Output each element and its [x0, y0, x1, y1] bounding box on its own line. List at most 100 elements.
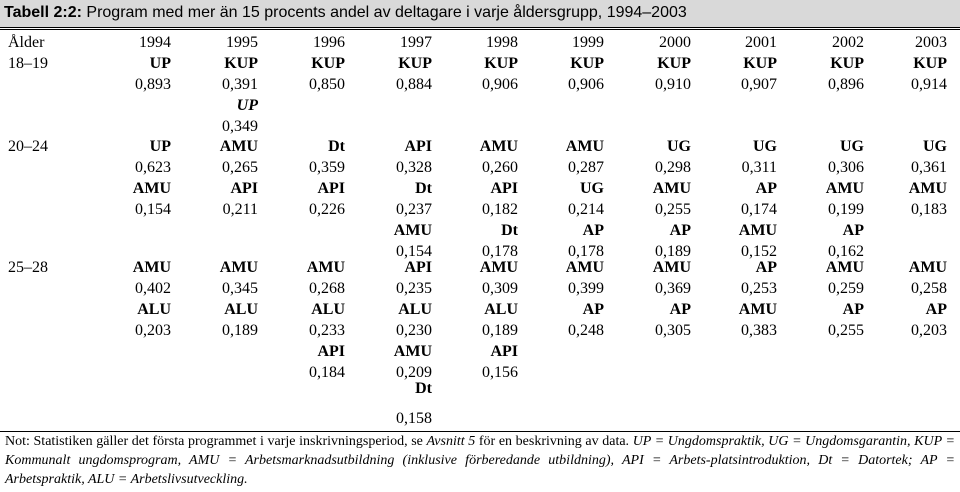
program-share: 0,226	[309, 201, 345, 218]
program-share: 0,183	[911, 201, 947, 218]
program-share: 0,203	[911, 322, 947, 339]
program-share: 0,311	[741, 159, 777, 176]
year-header-1998: 1998	[486, 34, 518, 51]
age-column-header: Ålder	[8, 34, 45, 51]
program-code: AMU	[908, 180, 947, 197]
program-share: 0,214	[568, 201, 604, 218]
program-share: 0,893	[135, 76, 171, 93]
note-ref: Avsnitt 5	[426, 434, 476, 449]
program-share: 0,623	[135, 159, 171, 176]
program-code: AMU	[825, 180, 864, 197]
program-share: 0,248	[568, 322, 604, 339]
program-share: 0,369	[655, 280, 691, 297]
program-code: AP	[582, 222, 604, 239]
program-code: Dt	[501, 222, 518, 239]
program-code: API	[317, 180, 345, 197]
program-code: AMU	[393, 343, 432, 360]
program-share: 0,152	[741, 243, 777, 260]
program-code: API	[490, 180, 518, 197]
program-code: AMU	[738, 301, 777, 318]
age-group-label: 25–28	[8, 259, 48, 276]
program-code: KUP	[311, 55, 345, 72]
program-share: 0,199	[828, 201, 864, 218]
program-share: 0,233	[309, 322, 345, 339]
program-code: AMU	[825, 259, 864, 276]
program-share: 0,910	[655, 76, 691, 93]
program-share: 0,154	[135, 201, 171, 218]
year-header-2003: 2003	[915, 34, 947, 51]
program-code: AMU	[652, 259, 691, 276]
program-code: AP	[842, 301, 864, 318]
program-share: 0,230	[396, 322, 432, 339]
program-code: AP	[755, 180, 777, 197]
program-code: AP	[669, 301, 691, 318]
program-share: 0,906	[482, 76, 518, 93]
program-share: 0,189	[222, 322, 258, 339]
program-code: KUP	[743, 55, 777, 72]
program-share: 0,884	[396, 76, 432, 93]
program-code: Dt	[415, 180, 432, 197]
program-code: UG	[753, 138, 777, 155]
program-share: 0,402	[135, 280, 171, 297]
note-lead: Not: Statistiken gäller det första progr…	[5, 434, 427, 449]
program-code: AP	[582, 301, 604, 318]
program-share: 0,306	[828, 159, 864, 176]
program-code: AMU	[132, 259, 171, 276]
table-note: Not: Statistiken gäller det första progr…	[5, 432, 955, 489]
top-rule	[0, 29, 960, 30]
program-share: 0,184	[309, 364, 345, 381]
age-group-label: 18–19	[8, 55, 48, 72]
program-code: API	[404, 259, 432, 276]
note-definitions: UP = Ungdomspraktik, UG = Ungdomsgaranti…	[5, 434, 955, 487]
program-code: AMU	[565, 138, 604, 155]
program-code: AMU	[479, 259, 518, 276]
program-share: 0,235	[396, 280, 432, 297]
program-code: Dt	[328, 138, 345, 155]
program-code: AMU	[219, 138, 258, 155]
program-share: 0,399	[568, 280, 604, 297]
year-header-1995: 1995	[226, 34, 258, 51]
program-share: 0,906	[568, 76, 604, 93]
program-share: 0,178	[568, 243, 604, 260]
program-share: 0,359	[309, 159, 345, 176]
program-share: 0,361	[911, 159, 947, 176]
note-mid: för en beskrivning av data.	[475, 434, 633, 449]
program-share: 0,156	[482, 364, 518, 381]
program-code: AP	[842, 222, 864, 239]
program-code: AMU	[306, 259, 345, 276]
program-code: AMU	[652, 180, 691, 197]
program-share: 0,154	[396, 243, 432, 260]
program-share: 0,237	[396, 201, 432, 218]
program-share: 0,255	[655, 201, 691, 218]
program-share: 0,349	[222, 118, 258, 135]
program-code: KUP	[913, 55, 947, 72]
program-code: KUP	[484, 55, 518, 72]
program-code: UP	[236, 97, 258, 114]
program-share: 0,850	[309, 76, 345, 93]
program-share: 0,259	[828, 280, 864, 297]
program-code: AMU	[132, 180, 171, 197]
program-code: AMU	[219, 259, 258, 276]
program-share: 0,305	[655, 322, 691, 339]
program-code: UP	[149, 55, 171, 72]
program-share: 0,345	[222, 280, 258, 297]
program-share: 0,914	[911, 76, 947, 93]
program-share: 0,287	[568, 159, 604, 176]
program-code: API	[404, 138, 432, 155]
program-code: ALU	[398, 301, 432, 318]
table-number: Tabell 2:2:	[4, 4, 82, 21]
program-share: 0,174	[741, 201, 777, 218]
age-group-label: 20–24	[8, 138, 48, 155]
year-header-1994: 1994	[139, 34, 171, 51]
program-code: ALU	[484, 301, 518, 318]
program-code: API	[230, 180, 258, 197]
program-code: KUP	[224, 55, 258, 72]
program-code: ALU	[224, 301, 258, 318]
program-code: KUP	[398, 55, 432, 72]
program-share: 0,391	[222, 76, 258, 93]
year-header-2001: 2001	[745, 34, 777, 51]
program-code: AMU	[908, 259, 947, 276]
program-code: UG	[840, 138, 864, 155]
program-share: 0,189	[482, 322, 518, 339]
program-code: UG	[580, 180, 604, 197]
